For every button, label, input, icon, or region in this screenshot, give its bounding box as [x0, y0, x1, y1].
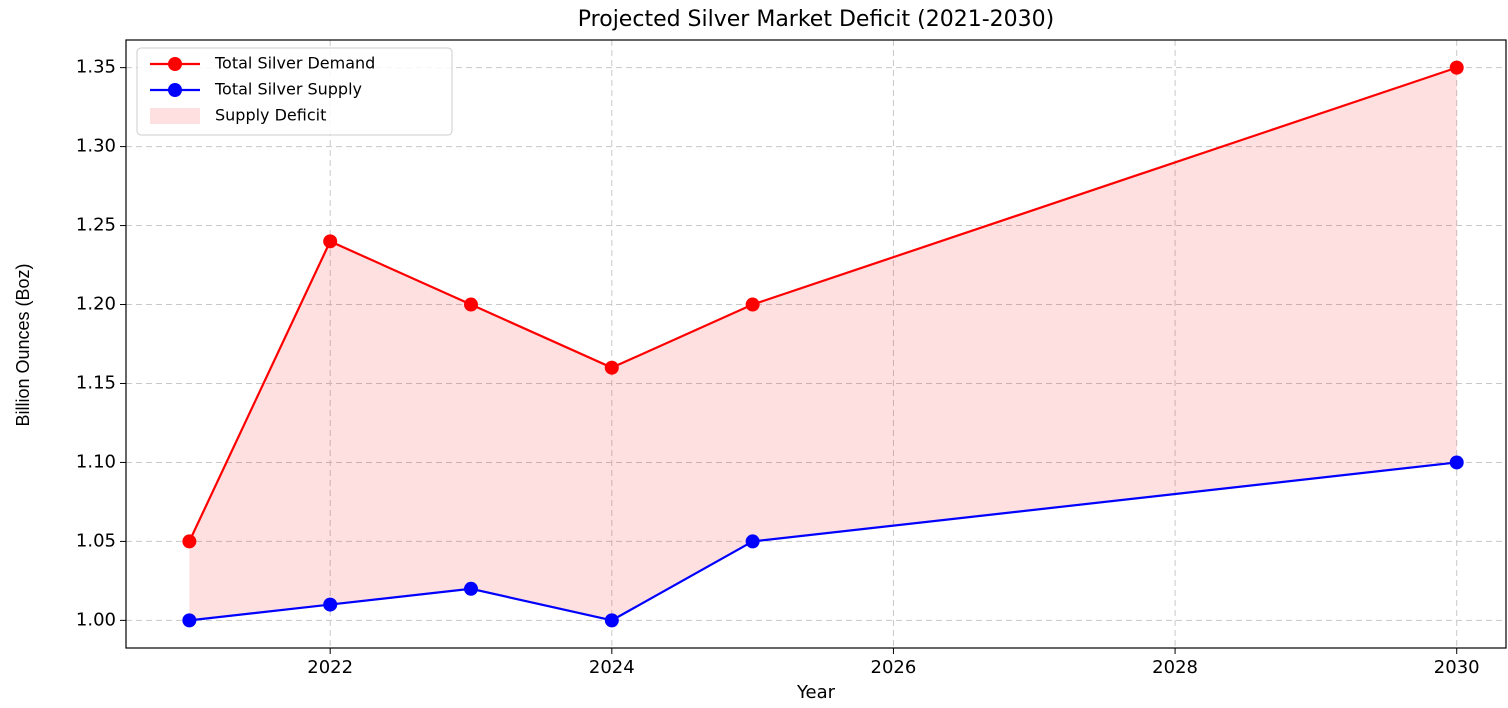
- y-tick-label: 1.10: [76, 451, 116, 472]
- data-point: [1449, 60, 1464, 75]
- x-tick-label: 2024: [589, 657, 635, 678]
- data-point: [604, 360, 619, 375]
- data-point: [1449, 455, 1464, 470]
- data-point: [182, 534, 197, 549]
- y-tick-label: 1.25: [76, 215, 116, 236]
- chart-title: Projected Silver Market Deficit (2021-20…: [578, 7, 1054, 32]
- y-tick-label: 1.15: [76, 372, 116, 393]
- y-tick-label: 1.00: [76, 609, 116, 630]
- legend-swatch: [168, 57, 182, 71]
- deficit-area: [189, 67, 1457, 621]
- y-tick-label: 1.20: [76, 294, 116, 315]
- data-point: [323, 234, 338, 249]
- data-point: [604, 613, 619, 628]
- legend-label: Supply Deficit: [215, 106, 326, 125]
- x-tick-label: 2022: [307, 657, 353, 678]
- plot-frame: [125, 39, 1507, 649]
- legend: Total Silver Demand Total Silver Supply Su…: [136, 47, 453, 136]
- y-tick-label: 1.30: [76, 136, 116, 157]
- x-tick-label: 2030: [1434, 657, 1480, 678]
- y-tick-label: 1.35: [76, 57, 116, 78]
- data-point: [745, 297, 760, 312]
- data-point: [745, 534, 760, 549]
- legend-swatch: [150, 108, 200, 124]
- legend-label: Total Silver Supply: [214, 80, 362, 99]
- legend-label: Total Silver Demand: [214, 54, 375, 73]
- y-axis-label: Billion Ounces (Boz): [13, 263, 33, 426]
- x-tick-label: 2026: [871, 657, 917, 678]
- x-tick-label: 2028: [1152, 657, 1198, 678]
- legend-swatch: [168, 83, 182, 97]
- x-axis-label: Year: [796, 682, 836, 703]
- data-point: [464, 581, 478, 596]
- series-line: [189, 461, 1457, 622]
- legend-box: [136, 47, 453, 136]
- data-point: [464, 297, 478, 312]
- y-tick-label: 1.05: [76, 530, 116, 551]
- data-point: [323, 597, 338, 612]
- series-line: [188, 66, 1458, 542]
- data-point: [182, 613, 197, 628]
